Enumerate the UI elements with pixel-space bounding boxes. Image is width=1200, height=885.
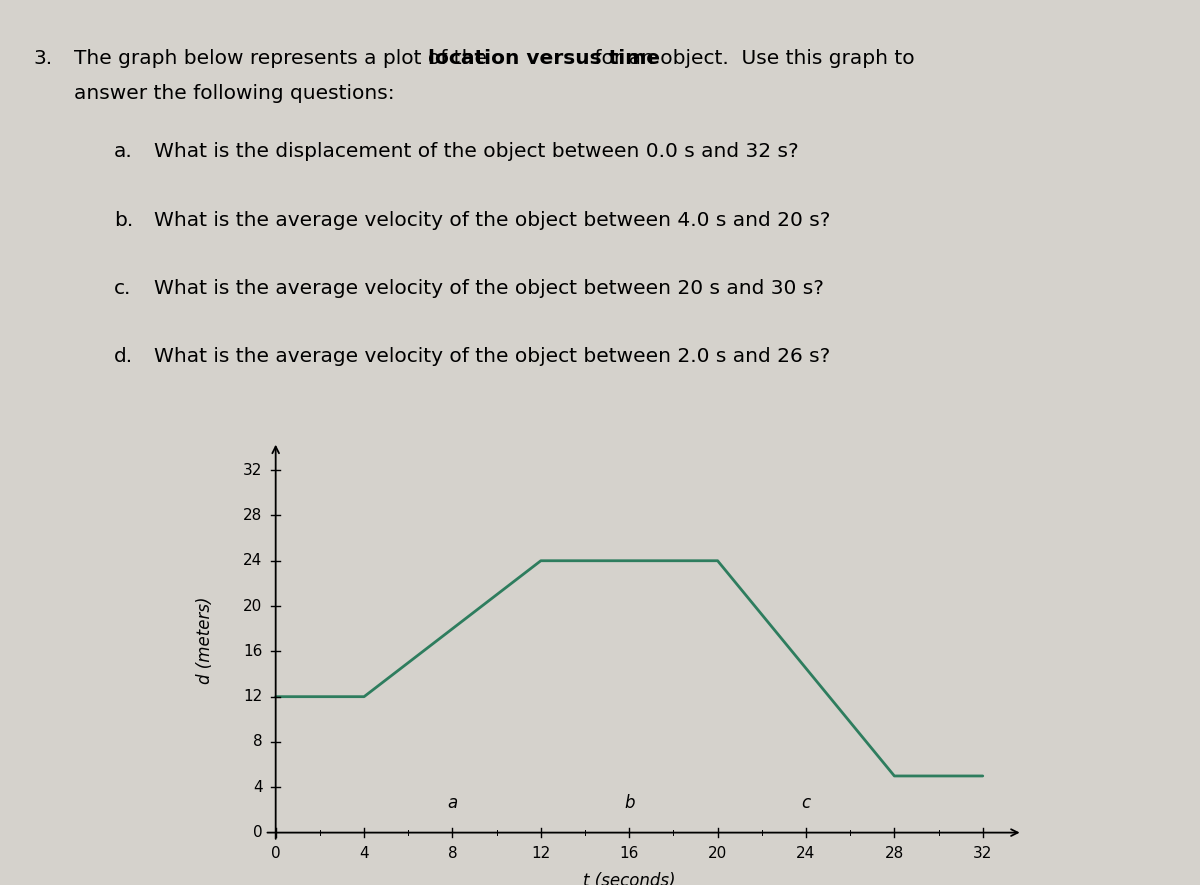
Text: d.: d.: [114, 347, 133, 366]
Text: 28: 28: [244, 508, 263, 523]
Text: 20: 20: [244, 598, 263, 613]
Text: 32: 32: [973, 846, 992, 861]
Text: 32: 32: [244, 463, 263, 478]
Text: What is the average velocity of the object between 2.0 s and 26 s?: What is the average velocity of the obje…: [154, 347, 830, 366]
Text: b: b: [624, 794, 635, 812]
Text: 16: 16: [244, 644, 263, 658]
Text: 8: 8: [253, 735, 263, 750]
Text: 24: 24: [244, 553, 263, 568]
Text: 4: 4: [359, 846, 368, 861]
Text: 3.: 3.: [34, 49, 53, 67]
Text: 4: 4: [253, 780, 263, 795]
Text: 16: 16: [619, 846, 638, 861]
Text: d (meters): d (meters): [196, 596, 214, 684]
Text: for an object.  Use this graph to: for an object. Use this graph to: [588, 49, 914, 67]
Text: What is the average velocity of the object between 20 s and 30 s?: What is the average velocity of the obje…: [154, 279, 823, 297]
Text: 28: 28: [884, 846, 904, 861]
Text: b.: b.: [114, 211, 133, 229]
Text: 20: 20: [708, 846, 727, 861]
Text: c.: c.: [114, 279, 131, 297]
Text: 12: 12: [244, 689, 263, 704]
Text: answer the following questions:: answer the following questions:: [74, 84, 395, 103]
Text: 8: 8: [448, 846, 457, 861]
Text: t (seconds): t (seconds): [583, 873, 676, 885]
Text: 12: 12: [532, 846, 551, 861]
Text: 0: 0: [271, 846, 281, 861]
Text: a: a: [448, 794, 457, 812]
Text: c: c: [802, 794, 810, 812]
Text: What is the displacement of the object between 0.0 s and 32 s?: What is the displacement of the object b…: [154, 142, 798, 160]
Text: 0: 0: [253, 825, 263, 840]
Text: 24: 24: [797, 846, 816, 861]
Text: The graph below represents a plot of the: The graph below represents a plot of the: [74, 49, 493, 67]
Text: location versus time: location versus time: [428, 49, 660, 67]
Text: What is the average velocity of the object between 4.0 s and 20 s?: What is the average velocity of the obje…: [154, 211, 830, 229]
Text: a.: a.: [114, 142, 133, 160]
